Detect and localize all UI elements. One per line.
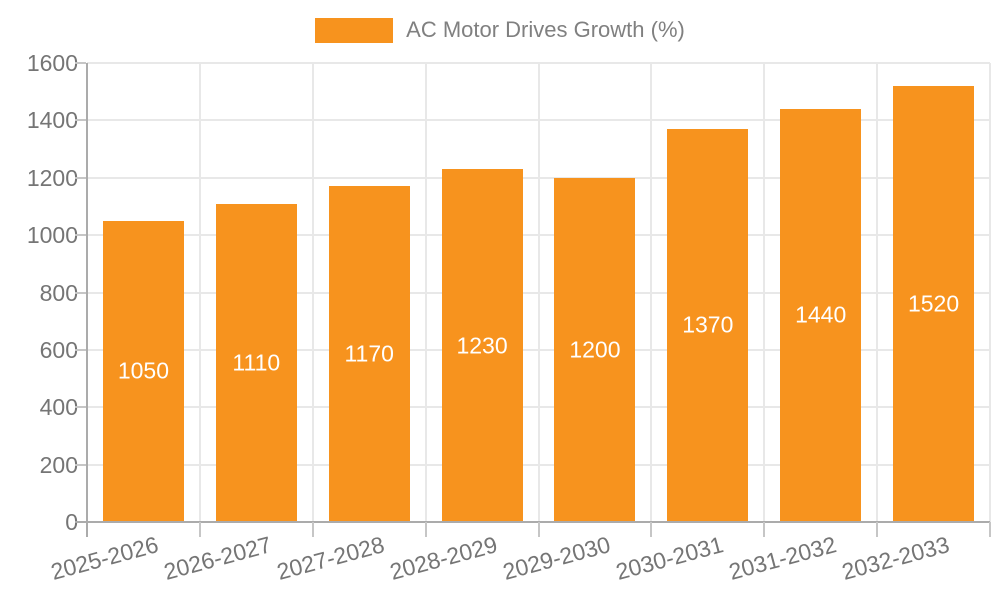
y-tick-label: 0 xyxy=(65,509,78,535)
y-tick-label: 600 xyxy=(39,336,78,363)
bar-value-label: 1230 xyxy=(456,332,508,359)
legend-label: AC Motor Drives Growth (%) xyxy=(406,17,685,42)
x-tick-mark xyxy=(311,522,314,537)
x-tick-label: 2026-2027 xyxy=(161,531,275,585)
y-tick-mark xyxy=(75,62,86,64)
bar-value-label: 1050 xyxy=(117,357,170,384)
legend[interactable]: AC Motor Drives Growth (%) xyxy=(0,16,1000,44)
x-tick-label: 2030-2031 xyxy=(612,531,726,585)
bar-2029-2030[interactable]: 1200 xyxy=(554,177,636,522)
plot-area: 1050 1110 1170 1230 1200 1370 1440 1520 xyxy=(87,62,991,522)
gridline-vertical xyxy=(989,63,991,522)
bar-value-label: 1110 xyxy=(232,349,281,376)
bar-2032-2033[interactable]: 1520 xyxy=(893,85,975,522)
y-tick-mark xyxy=(75,406,86,409)
y-tick-mark xyxy=(75,119,86,122)
gridline-vertical xyxy=(650,63,653,522)
x-tick-label: 2027-2028 xyxy=(274,531,388,585)
y-tick-label: 200 xyxy=(39,451,78,478)
x-tick-mark xyxy=(989,522,991,537)
y-tick-label: 1200 xyxy=(26,164,78,191)
bar-value-label: 1170 xyxy=(344,340,394,367)
bar-2025-2026[interactable]: 1050 xyxy=(102,220,184,522)
gridline-vertical xyxy=(198,63,201,522)
bar-2028-2029[interactable]: 1230 xyxy=(441,169,523,522)
bar-2027-2028[interactable]: 1170 xyxy=(328,186,410,522)
legend-swatch-icon xyxy=(315,17,394,43)
bar-2030-2031[interactable]: 1370 xyxy=(667,128,749,522)
gridline-vertical xyxy=(537,63,540,522)
y-tick-mark xyxy=(75,463,86,466)
y-tick-label: 1000 xyxy=(26,222,78,249)
bar-2026-2027[interactable]: 1110 xyxy=(215,203,297,522)
y-tick-label: 800 xyxy=(39,279,78,306)
gridline-vertical xyxy=(763,63,766,522)
bar-value-label: 1200 xyxy=(569,336,621,363)
gridline-vertical xyxy=(424,63,427,522)
y-tick-label: 400 xyxy=(39,394,78,421)
x-tick-label: 2028-2029 xyxy=(387,531,501,585)
y-tick-label: 1400 xyxy=(26,107,78,134)
y-tick-mark xyxy=(75,348,86,351)
y-tick-mark xyxy=(75,176,86,179)
y-axis-line xyxy=(86,63,88,537)
x-tick-label: 2031-2032 xyxy=(725,531,839,585)
x-tick-label: 2025-2026 xyxy=(48,531,162,585)
y-tick-mark xyxy=(75,291,86,294)
x-tick-mark xyxy=(763,522,766,537)
bar-value-label: 1370 xyxy=(682,311,734,338)
gridline-vertical xyxy=(311,63,314,522)
x-tick-mark xyxy=(537,522,540,537)
y-tick-mark xyxy=(75,234,86,237)
bar-value-label: 1520 xyxy=(907,290,960,317)
x-tick-label: 2029-2030 xyxy=(499,531,613,585)
bar-2031-2032[interactable]: 1440 xyxy=(780,108,862,522)
x-tick-mark xyxy=(198,522,201,537)
x-tick-label: 2032-2033 xyxy=(838,531,952,585)
x-tick-mark xyxy=(650,522,653,537)
x-axis-line xyxy=(75,521,990,523)
gridline-vertical xyxy=(876,63,879,522)
x-tick-mark xyxy=(876,522,879,537)
y-tick-label: 1600 xyxy=(26,50,78,76)
bar-value-label: 1440 xyxy=(795,301,847,328)
x-tick-mark xyxy=(424,522,427,537)
